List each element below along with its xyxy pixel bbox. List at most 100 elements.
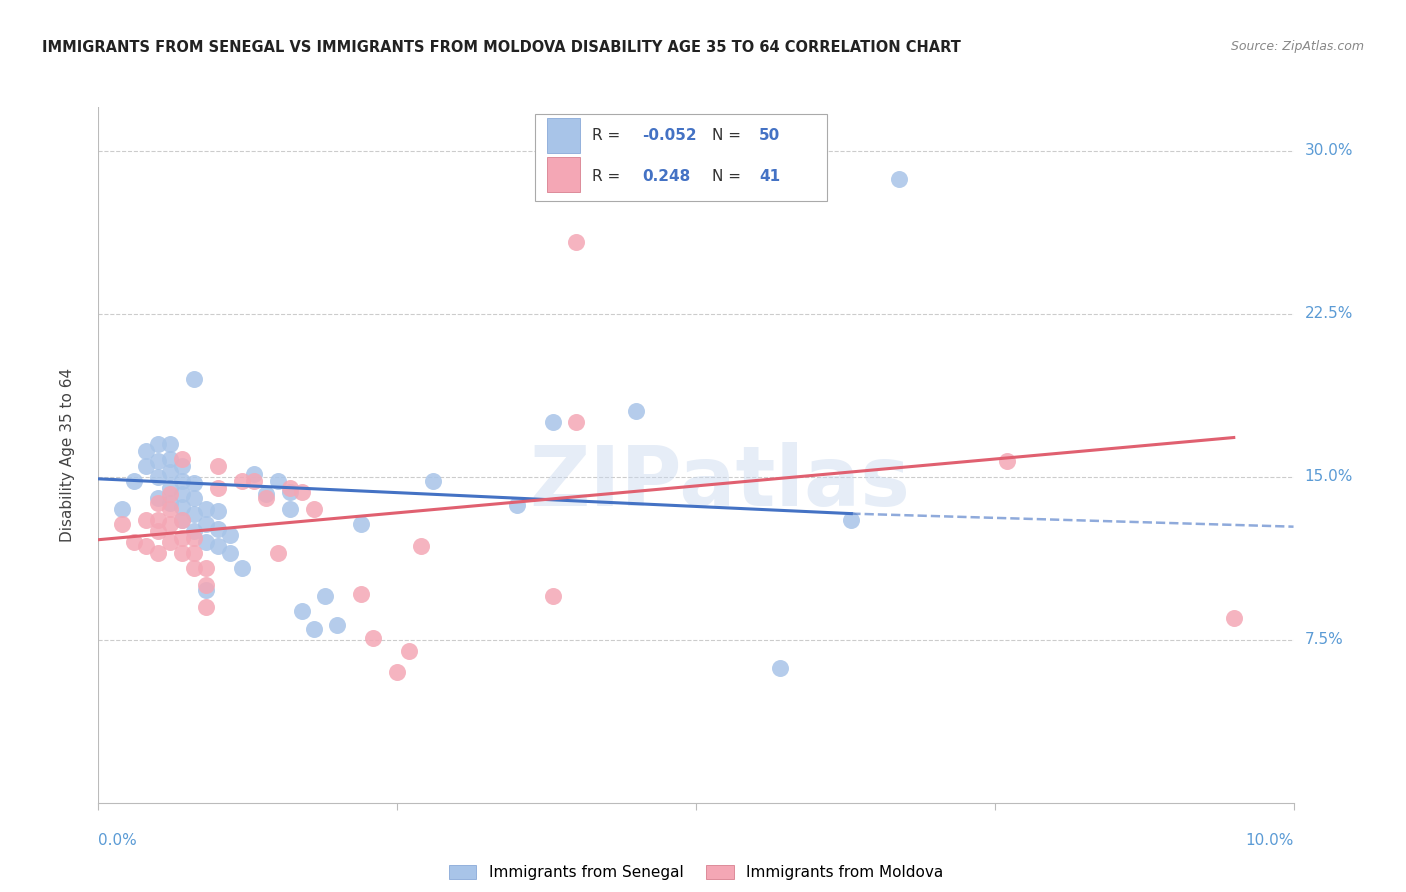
Point [267,546,290,560]
Point [135,458,157,473]
Point [207,458,229,473]
Legend: Immigrants from Senegal, Immigrants from Moldova: Immigrants from Senegal, Immigrants from… [443,859,949,887]
Point [889,171,911,186]
Point [135,443,157,458]
Text: 0.248: 0.248 [643,169,690,184]
Point [254,491,277,506]
Text: 50: 50 [759,128,780,144]
Point [565,415,588,429]
Point [172,452,194,467]
Point [769,661,792,675]
Point [183,372,205,386]
Point [159,496,181,510]
Text: 0.0%: 0.0% [98,833,138,848]
Point [841,513,863,527]
Point [195,578,218,592]
Point [243,474,266,488]
Text: R =: R = [592,169,630,184]
Text: N =: N = [711,169,745,184]
Point [350,517,373,532]
Point [219,546,242,560]
Point [159,502,181,516]
Point [148,524,170,538]
Text: 41: 41 [759,169,780,184]
Point [219,528,242,542]
Point [172,487,194,501]
Point [411,539,433,553]
Point [183,476,205,491]
Point [565,235,588,249]
Point [291,605,314,619]
Point [183,524,205,538]
Point [159,534,181,549]
Point [159,466,181,480]
Point [159,452,181,467]
Point [172,500,194,514]
FancyBboxPatch shape [547,119,581,153]
Point [111,517,134,532]
Point [148,513,170,527]
Point [183,546,205,560]
Point [195,517,218,532]
Point [183,491,205,506]
Point [207,522,229,536]
Text: 7.5%: 7.5% [1305,632,1343,648]
Point [541,415,564,429]
Point [363,631,385,645]
Text: -0.052: -0.052 [643,128,697,144]
Point [183,531,205,545]
Point [172,474,194,488]
Point [422,474,444,488]
Point [278,484,301,499]
Point [172,513,194,527]
Point [148,469,170,483]
Point [124,534,146,549]
Point [207,504,229,518]
Point [267,474,290,488]
Point [148,454,170,468]
FancyBboxPatch shape [547,158,581,193]
Point [385,665,409,680]
Text: 22.5%: 22.5% [1305,306,1353,321]
Text: R =: R = [592,128,626,144]
Point [541,589,564,603]
Point [135,539,157,553]
Text: 15.0%: 15.0% [1305,469,1353,484]
Point [398,643,420,657]
Text: 10.0%: 10.0% [1246,833,1294,848]
Point [124,474,146,488]
Point [159,517,181,532]
Point [207,481,229,495]
Point [148,496,170,510]
Point [207,539,229,553]
Point [183,561,205,575]
Point [506,498,529,512]
Point [302,622,325,636]
Text: N =: N = [711,128,745,144]
Point [231,474,253,488]
Point [159,487,181,501]
Point [302,502,325,516]
Y-axis label: Disability Age 35 to 64: Disability Age 35 to 64 [60,368,75,542]
Point [135,513,157,527]
Point [626,404,648,418]
Point [350,587,373,601]
FancyBboxPatch shape [534,114,827,201]
Point [148,491,170,506]
Point [278,502,301,516]
Text: IMMIGRANTS FROM SENEGAL VS IMMIGRANTS FROM MOLDOVA DISABILITY AGE 35 TO 64 CORRE: IMMIGRANTS FROM SENEGAL VS IMMIGRANTS FR… [42,40,962,55]
Point [195,534,218,549]
Text: Source: ZipAtlas.com: Source: ZipAtlas.com [1230,40,1364,54]
Text: 30.0%: 30.0% [1305,143,1353,158]
Point [315,589,337,603]
Point [278,481,301,495]
Point [291,484,314,499]
Point [1223,611,1246,625]
Point [243,467,266,482]
Point [195,600,218,615]
Point [148,546,170,560]
Point [254,487,277,501]
Point [172,531,194,545]
Point [231,561,253,575]
Point [326,617,349,632]
